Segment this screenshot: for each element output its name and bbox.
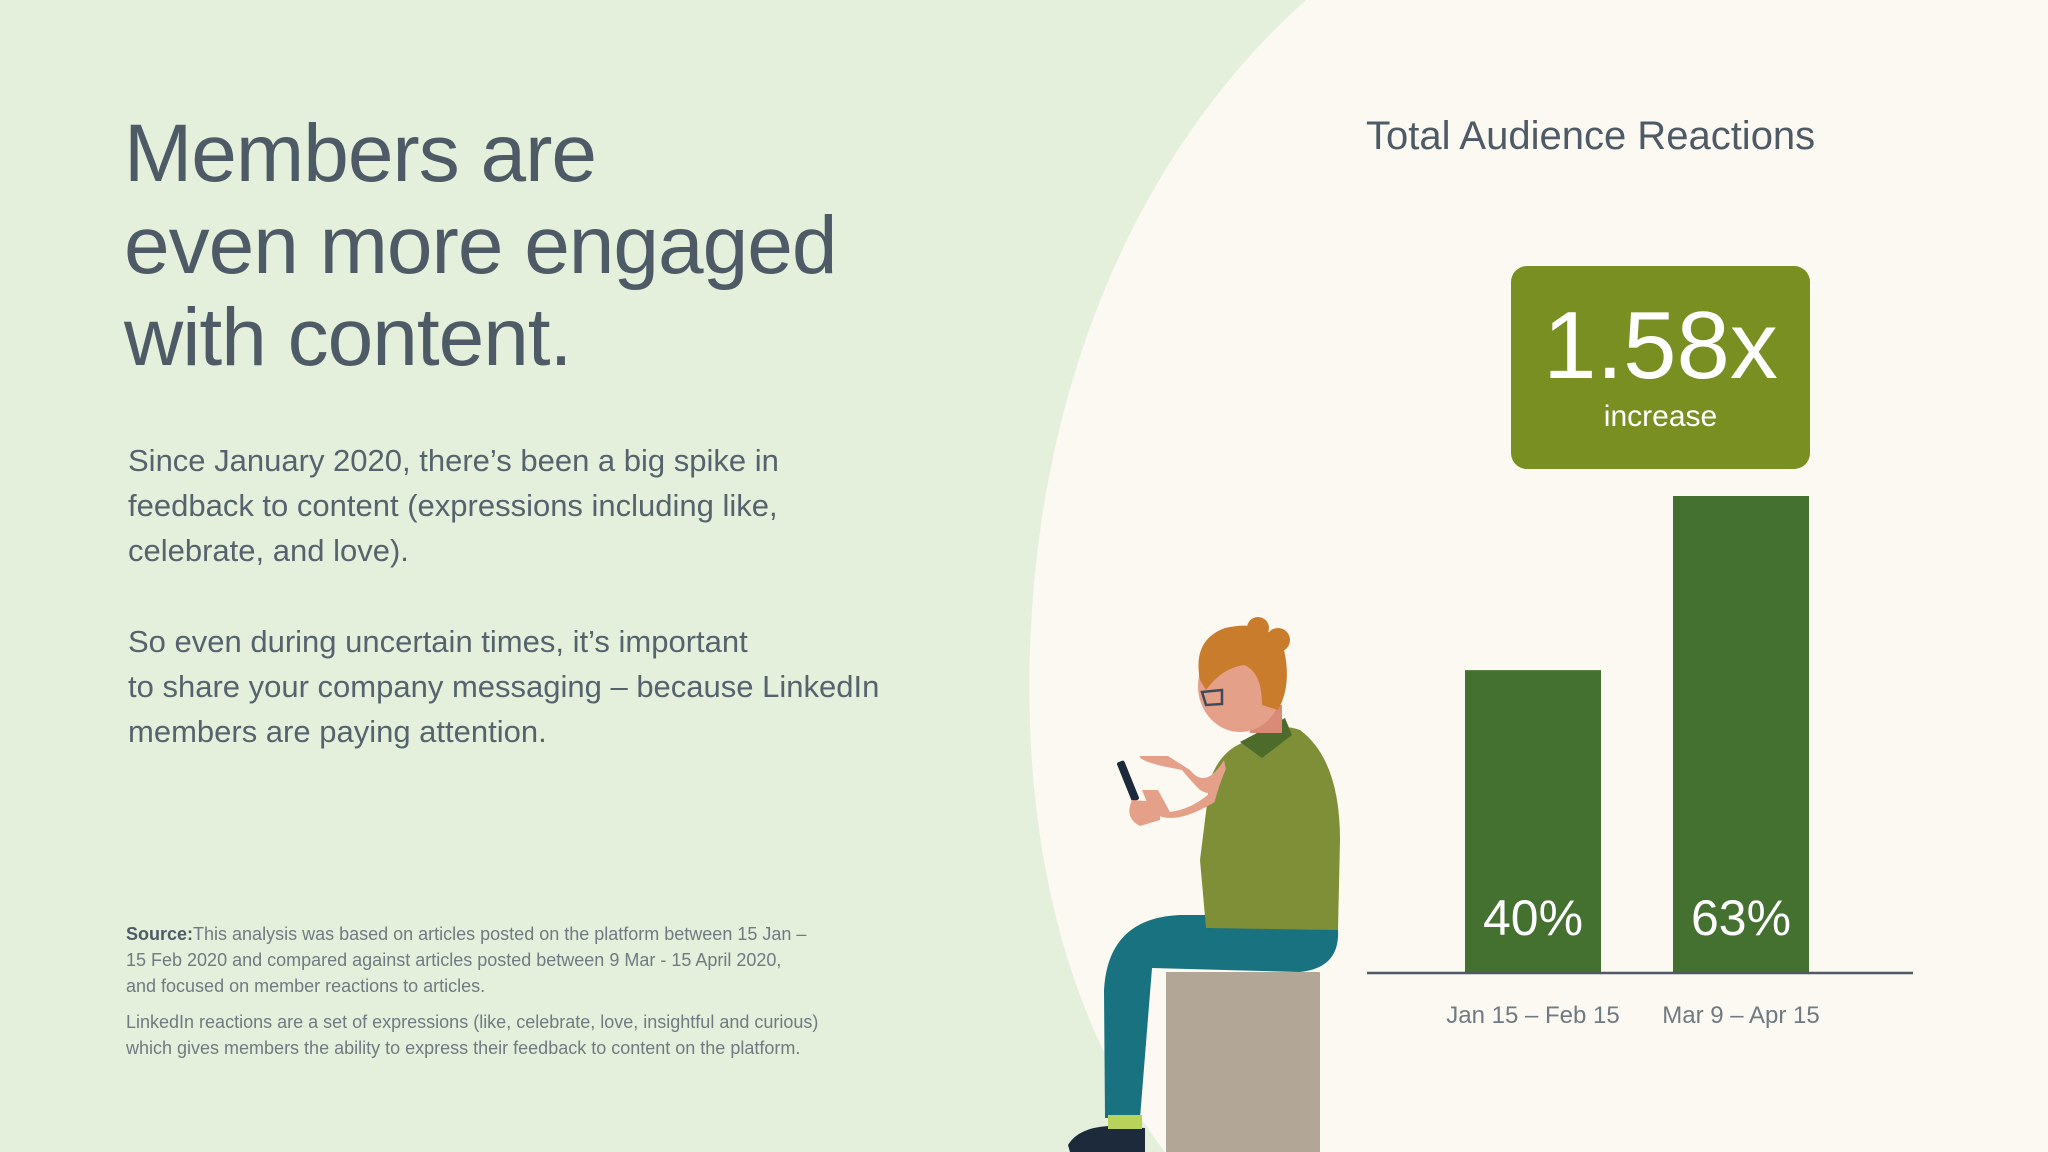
paragraph-1-line-3: celebrate, and love). (128, 533, 409, 568)
headline-line-3: with content. (124, 292, 572, 383)
hand (1129, 800, 1160, 826)
bar-1 (1465, 670, 1601, 973)
callout-label: increase (1603, 400, 1718, 433)
sock (1108, 1115, 1142, 1129)
phone (1117, 760, 1139, 802)
bar-2 (1673, 496, 1809, 973)
bars-group: 40% 63% (1465, 496, 1809, 973)
increase-callout: 1.58x increase (1511, 266, 1810, 469)
reactions-note-line-2: which gives members the ability to expre… (126, 1038, 801, 1058)
paragraph-1-line-1: Since January 2020, there’s been a big s… (128, 443, 779, 478)
source-line-2: 15 Feb 2020 and compared against article… (126, 950, 782, 970)
legs (1104, 915, 1339, 1118)
paragraph-2-line-2: to share your company messaging – becaus… (128, 669, 880, 704)
body-paragraph-1: Since January 2020, there’s been a big s… (128, 438, 868, 573)
shoe (1068, 1126, 1145, 1152)
source-note: Source:This analysis was based on articl… (126, 921, 846, 999)
sleeve (1205, 760, 1250, 870)
paragraph-2-line-3: members are paying attention. (128, 714, 547, 749)
bar-value-label: 40% (1483, 890, 1583, 946)
paragraph-2-line-1: So even during uncertain times, it’s imp… (128, 624, 748, 659)
category-label: Jan 15 – Feb 15 (1446, 1002, 1619, 1029)
arm (1139, 756, 1228, 794)
reactions-note: LinkedIn reactions are a set of expressi… (126, 1009, 846, 1061)
hair-bun (1247, 617, 1269, 639)
hair-bun (1266, 628, 1290, 652)
arm (1142, 780, 1222, 818)
body-paragraph-2: So even during uncertain times, it’s imp… (128, 619, 880, 754)
glasses (1200, 688, 1224, 707)
headline: Members are even more engaged with conte… (124, 108, 837, 384)
source-line-3: and focused on member reactions to artic… (126, 976, 486, 996)
category-label: Mar 9 – Apr 15 (1662, 1002, 1819, 1029)
paragraph-1-line-2: feedback to content (expressions includi… (128, 488, 778, 523)
source-text-1: This analysis was based on articles post… (193, 924, 807, 944)
bar-value-label: 63% (1691, 890, 1791, 946)
source-line-1: Source:This analysis was based on articl… (126, 921, 846, 947)
headline-line-1: Members are (124, 108, 597, 199)
reactions-note-line-1: LinkedIn reactions are a set of expressi… (126, 1012, 819, 1032)
headline-line-2: even more engaged (124, 200, 837, 291)
source-label: Source: (126, 924, 194, 944)
labels-group: Jan 15 – Feb 15 Mar 9 – Apr 15 (1446, 1002, 1819, 1029)
stool (1166, 972, 1320, 1152)
hair (1198, 625, 1287, 710)
callout-value: 1.58x (1543, 292, 1778, 399)
chart-title: Total Audience Reactions (1366, 114, 1816, 158)
